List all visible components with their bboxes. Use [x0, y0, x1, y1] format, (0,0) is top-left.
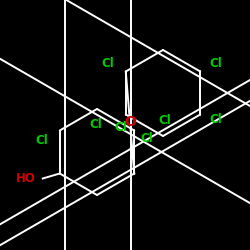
Text: Cl: Cl	[36, 134, 48, 146]
Text: HO: HO	[16, 172, 36, 185]
Text: O: O	[124, 116, 136, 130]
Text: Cl: Cl	[210, 113, 222, 126]
Text: Cl: Cl	[210, 57, 222, 70]
Text: Cl: Cl	[89, 118, 102, 132]
Text: Cl: Cl	[141, 132, 154, 145]
Text: Cl: Cl	[102, 57, 115, 70]
Text: Cl: Cl	[158, 114, 171, 126]
Text: Cl: Cl	[114, 121, 127, 134]
